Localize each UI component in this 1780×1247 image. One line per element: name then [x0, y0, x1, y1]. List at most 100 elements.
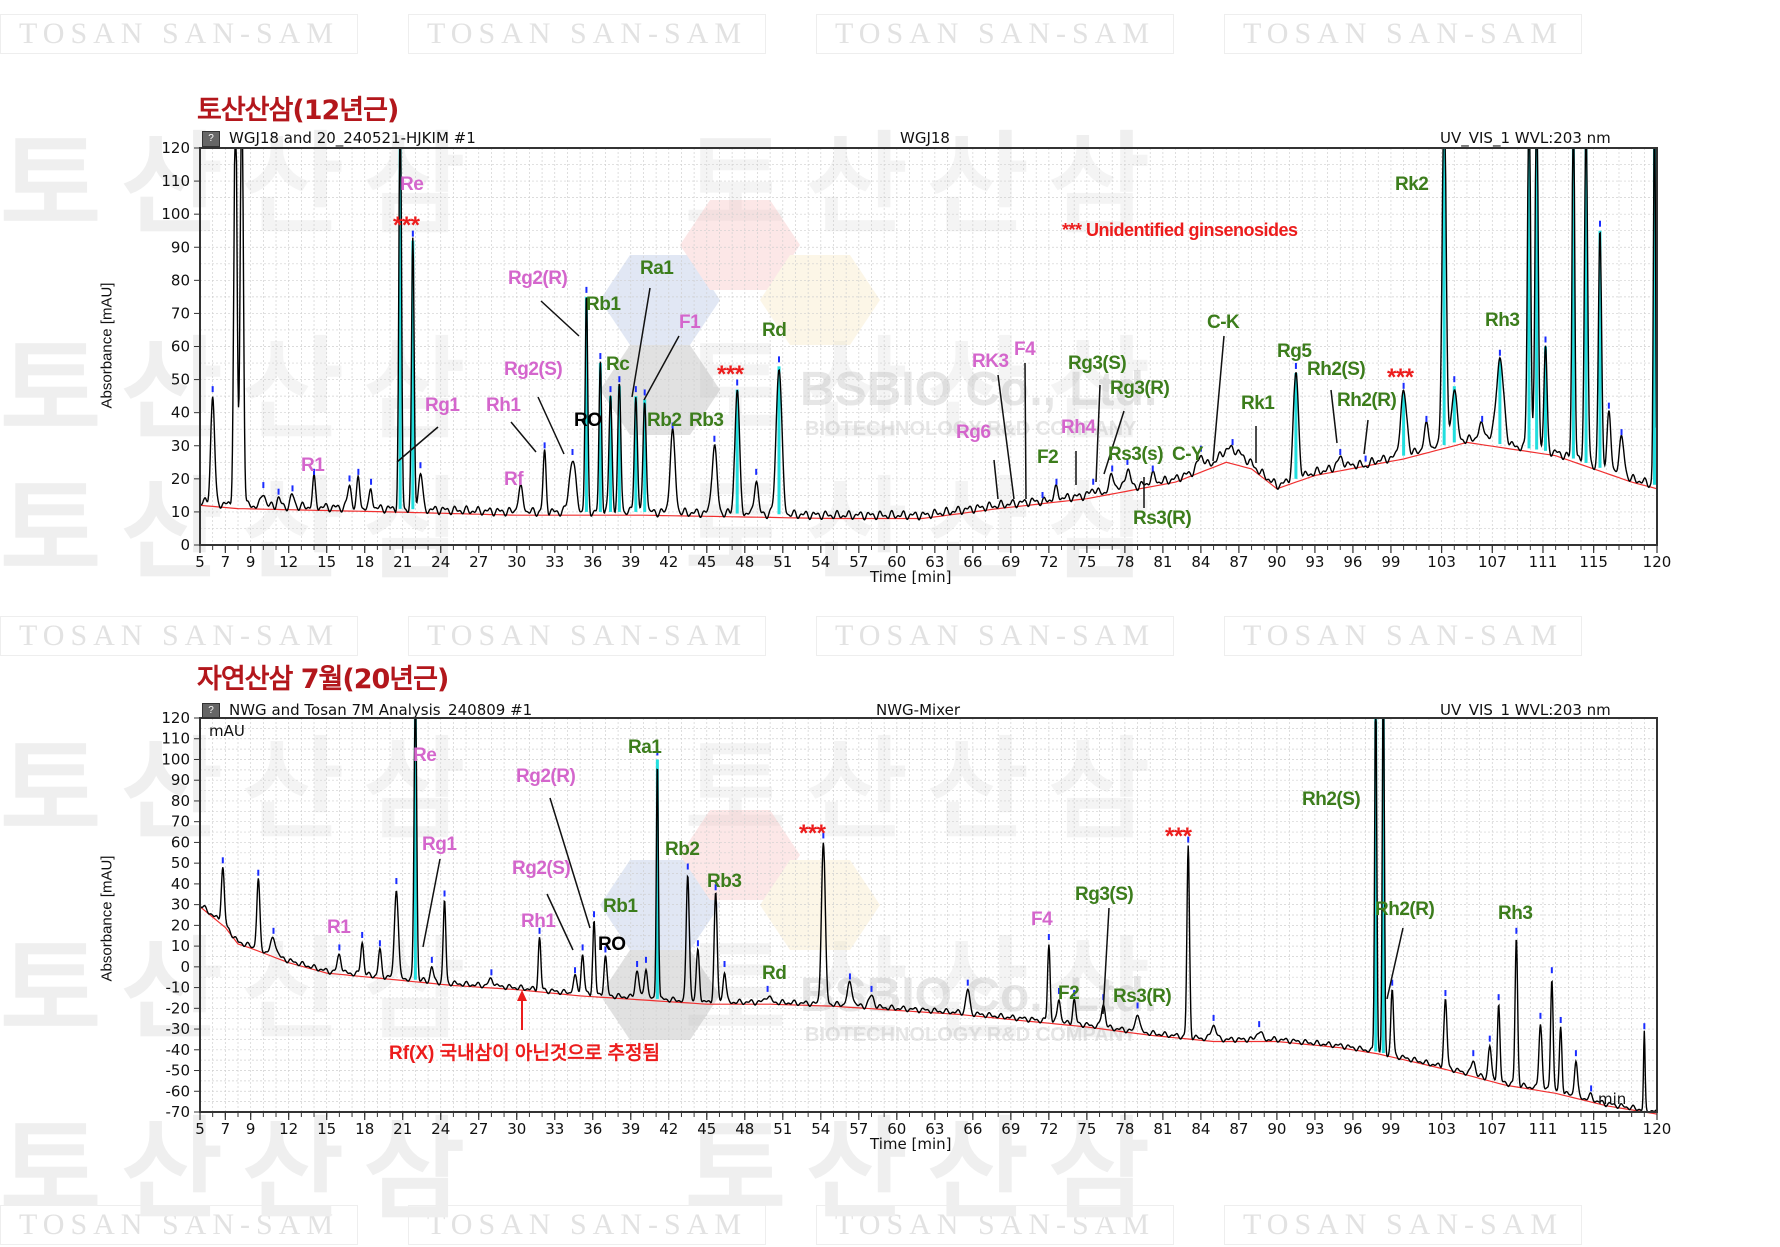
hex-yellow	[760, 860, 880, 950]
peak-label: Rb3	[689, 410, 724, 431]
watermark-text: TOSAN SAN-SAM	[816, 14, 1174, 54]
x-tick-label: 63	[925, 553, 944, 571]
x-tick-label: 87	[1229, 1120, 1248, 1138]
watermark-big-row: 토산산삼 토산산삼	[0, 95, 1780, 255]
x-tick-label: 21	[393, 1120, 412, 1138]
y-unit-label: mAU	[209, 722, 245, 740]
watermark-text: TOSAN SAN-SAM	[408, 616, 766, 656]
x-tick-label: 72	[1039, 553, 1058, 571]
peak-label: Rb1	[586, 294, 621, 315]
y-tick-label: 90	[171, 238, 190, 256]
x-tick-label: 42	[659, 1120, 678, 1138]
peak-label: Rh2(R)	[1375, 899, 1435, 920]
y-tick-label: 20	[171, 916, 190, 934]
sample-id: WGJ18	[900, 129, 950, 147]
y-tick-label: 40	[171, 875, 190, 893]
x-tick-label: 72	[1039, 1120, 1058, 1138]
leader-line	[1386, 927, 1404, 1000]
leader-line	[546, 893, 574, 951]
leader-line	[1363, 419, 1369, 455]
y-tick-label: 0	[180, 536, 190, 554]
x-tick-label: 45	[697, 1120, 716, 1138]
peak-area-fill	[1442, 148, 1446, 446]
watermark-big: 토산산삼	[685, 440, 1170, 600]
x-tick-label: 36	[583, 1120, 602, 1138]
x-tick-label: 24	[431, 1120, 450, 1138]
leader-line	[1102, 907, 1110, 1015]
detector-info: UV_VIS_1 WVL:203 nm	[1440, 701, 1611, 719]
y-tick-label: 0	[180, 958, 190, 976]
peak-area-fill	[643, 399, 647, 512]
x-tick-label: 57	[849, 1120, 868, 1138]
peak-label-unidentified: ***	[393, 212, 420, 239]
sample-name: WGJ18 and 20_240521-HJKIM #1	[229, 129, 476, 147]
peak-label: R1	[327, 917, 351, 938]
leader-line	[510, 421, 537, 453]
y-tick-label: 120	[161, 139, 190, 157]
watermark-text: TOSAN SAN-SAM	[816, 616, 1174, 656]
x-tick-label: 27	[469, 1120, 488, 1138]
y-tick-label: 30	[171, 896, 190, 914]
peak-label: Rs3(s)	[1108, 444, 1164, 465]
hex-blue	[600, 255, 720, 345]
leader-line	[1095, 384, 1101, 483]
y-tick-label: 80	[171, 271, 190, 289]
hex-red	[680, 200, 800, 290]
chromatogram-trace	[199, 147, 1658, 521]
x-axis-label: Time [min]	[870, 568, 952, 586]
peak-label: Ra1	[640, 258, 674, 279]
peak-label: Rc	[606, 354, 630, 375]
x-tick-label: 75	[1077, 1120, 1096, 1138]
peak-label: Rg2(R)	[508, 268, 568, 289]
y-tick-label: 110	[161, 172, 190, 190]
watermark-text: TOSAN SAN-SAM	[0, 1205, 358, 1245]
leader-line	[993, 459, 999, 500]
x-tick-label: 90	[1267, 553, 1286, 571]
x-tick-label: 69	[1001, 1120, 1020, 1138]
x-tick-label: 45	[697, 553, 716, 571]
x-unit-label: min	[1598, 1090, 1627, 1108]
peak-label: Rg2(S)	[504, 359, 563, 380]
plot-frame	[199, 717, 1658, 1113]
peak-label-unidentified: ***	[799, 820, 826, 847]
logo-name: BSBIO Co., Ltd.	[800, 362, 1157, 417]
x-tick-label: 75	[1077, 553, 1096, 571]
x-tick-label: 93	[1305, 1120, 1324, 1138]
leader-line	[1212, 335, 1225, 462]
peak-label: C-Y	[1172, 444, 1204, 465]
watermark-row: TOSAN SAN-SAM TOSAN SAN-SAM TOSAN SAN-SAM T…	[0, 14, 1780, 54]
peak-label: F4	[1031, 909, 1053, 930]
y-tick-label: -40	[166, 1041, 191, 1059]
leader-line	[997, 374, 1015, 500]
x-tick-label: 30	[507, 553, 526, 571]
watermark-text: TOSAN SAN-SAM	[408, 14, 766, 54]
peak-label: Rs3(R)	[1133, 508, 1192, 529]
peak-area-fill	[1498, 359, 1502, 445]
watermark-text: TOSAN SAN-SAM	[0, 616, 358, 656]
hex-yellow	[760, 255, 880, 345]
x-tick-label: 107	[1478, 553, 1507, 571]
y-tick-label: -60	[166, 1082, 191, 1100]
peak-label: Re	[400, 174, 424, 195]
x-tick-label: 57	[849, 553, 868, 571]
peak-label: Rb2	[647, 410, 682, 431]
peak-label: Rg1	[425, 395, 460, 416]
x-tick-label: 12	[279, 1120, 298, 1138]
x-tick-label: 9	[246, 553, 256, 571]
watermark-text: TOSAN SAN-SAM	[408, 1205, 766, 1245]
x-tick-label: 7	[221, 553, 231, 571]
leader-line	[540, 300, 580, 337]
sample-id: NWG-Mixer	[876, 701, 961, 719]
peak-label: Rh2(R)	[1337, 390, 1397, 411]
peak-label: Rb2	[665, 839, 700, 860]
watermark-text: TOSAN SAN-SAM	[1224, 1205, 1582, 1245]
peak-label: Rk2	[1395, 174, 1429, 195]
y-tick-label: 60	[171, 338, 190, 356]
x-tick-label: 51	[773, 553, 792, 571]
peak-area-fill	[655, 759, 659, 999]
peak-label: Rb3	[707, 871, 742, 892]
peak-area-fill	[1527, 148, 1531, 449]
peak-area-fill	[1584, 148, 1588, 463]
x-tick-label: 90	[1267, 1120, 1286, 1138]
peak-label: Rg6	[956, 422, 991, 443]
